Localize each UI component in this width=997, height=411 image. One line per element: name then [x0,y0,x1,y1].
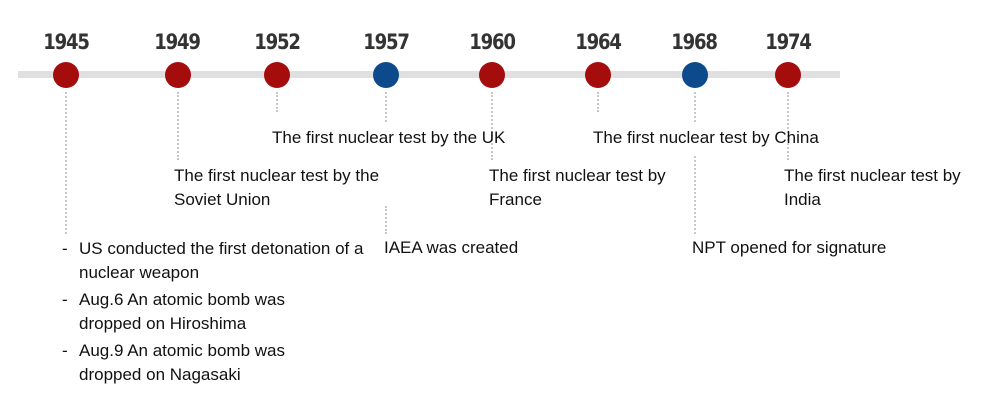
event-label-1960: The first nuclear test by France [489,166,666,209]
connector-1957-lower [385,206,387,234]
bullet-dash-icon: - [62,239,68,258]
year-1968: 1968 [671,30,718,54]
event-list-1945: - US conducted the first detonation of a… [62,237,369,390]
year-1957: 1957 [363,30,410,54]
year-1964: 1964 [575,30,622,54]
event-marker-1968 [682,62,708,88]
list-item-text: US conducted the first detonation of a n… [79,239,364,282]
event-marker-1949 [165,62,191,88]
event-label-1968: NPT opened for signature [692,238,887,257]
connector-1952 [276,92,278,112]
event-label-1974: The first nuclear test by India [784,166,961,209]
event-label-1952: The first nuclear test by the UK [272,128,506,147]
timeline-bar [18,71,840,78]
connector-1945 [65,92,67,234]
list-item: - Aug.6 An atomic bomb was dropped on Hi… [62,288,324,336]
connector-1960 [491,92,493,160]
list-item-text: Aug.9 An atomic bomb was dropped on Naga… [79,341,286,384]
connector-1974 [787,92,789,160]
event-label-1957: IAEA was created [384,238,519,257]
event-label-1949: The first nuclear test by the Soviet Uni… [174,166,380,209]
event-marker-1974 [775,62,801,88]
year-1945: 1945 [43,30,90,54]
connector-1957-upper [385,92,387,122]
year-1974: 1974 [765,30,812,54]
event-marker-1945 [53,62,79,88]
event-marker-1952 [264,62,290,88]
bullet-dash-icon: - [62,341,68,360]
connector-1968-upper [694,92,696,122]
connector-1968-lower [694,156,696,234]
list-item: - US conducted the first detonation of a… [62,237,369,285]
connector-1949 [177,92,179,160]
year-1960: 1960 [469,30,516,54]
event-marker-1960 [479,62,505,88]
event-label-1964: The first nuclear test by China [593,128,819,147]
year-1952: 1952 [254,30,301,54]
list-item: - Aug.9 An atomic bomb was dropped on Na… [62,339,324,387]
event-marker-1957 [373,62,399,88]
list-item-text: Aug.6 An atomic bomb was dropped on Hiro… [79,290,286,333]
bullet-dash-icon: - [62,290,68,309]
year-1949: 1949 [154,30,201,54]
event-marker-1964 [585,62,611,88]
connector-1964 [597,92,599,112]
